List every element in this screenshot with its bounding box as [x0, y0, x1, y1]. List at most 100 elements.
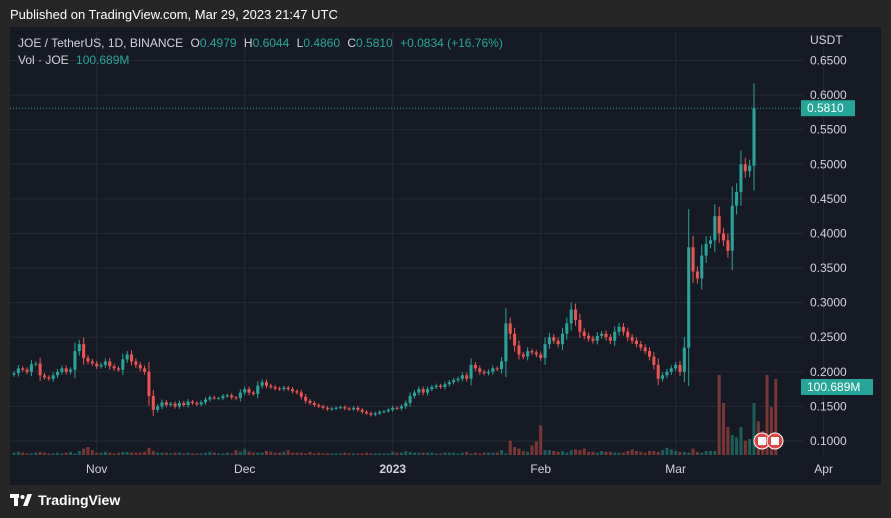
- candle-body: [569, 309, 573, 324]
- volume-bar: [356, 453, 360, 455]
- volume-bar: [456, 453, 460, 455]
- candle-body: [47, 377, 51, 379]
- volume-bar: [600, 451, 604, 455]
- candle-body: [547, 337, 551, 345]
- candle-body: [304, 396, 308, 401]
- volume-bar: [234, 450, 238, 455]
- candle-body: [530, 351, 534, 353]
- candle-body: [169, 403, 173, 406]
- chart-frame[interactable]: USDT 0.6500 0.6000 0.5500 0.5000 0.4500 0.4000…: [10, 27, 881, 485]
- volume-bar: [212, 452, 216, 455]
- candle-body: [12, 373, 16, 375]
- volume-bar: [47, 453, 51, 455]
- overlay: 0.5810 100.689M: [10, 100, 873, 450]
- volume-bar: [156, 452, 160, 455]
- volume-bar: [25, 453, 29, 455]
- volume-bar: [739, 427, 743, 455]
- candle-body: [95, 363, 99, 367]
- volume-bar: [578, 450, 582, 455]
- volume-bar: [378, 453, 382, 455]
- candle-body: [752, 108, 756, 166]
- volume-bar: [587, 451, 591, 455]
- volume-bar: [147, 447, 151, 455]
- volume-bar: [386, 453, 390, 455]
- candle-body: [447, 382, 451, 385]
- volume-bar: [95, 452, 99, 455]
- candle-body: [204, 399, 208, 403]
- candle-body: [77, 344, 81, 352]
- volume-bar: [743, 440, 747, 455]
- candle-body: [64, 368, 68, 372]
- volume-bar: [317, 452, 321, 455]
- volume-bar: [143, 451, 147, 455]
- candle-body: [73, 351, 77, 370]
- candle-body: [378, 411, 382, 414]
- candle-body: [652, 356, 656, 365]
- candle-body: [473, 364, 477, 369]
- volume-bar: [190, 453, 194, 455]
- volume-bar: [365, 452, 369, 455]
- candle-body: [595, 335, 599, 341]
- volume-bar: [108, 452, 112, 455]
- price-chart[interactable]: USDT 0.6500 0.6000 0.5500 0.5000 0.4500 0.4000…: [10, 27, 881, 485]
- volume-bar: [21, 452, 25, 455]
- volume-bar: [334, 453, 338, 455]
- volume-bar: [417, 452, 421, 455]
- candle-body: [613, 331, 617, 341]
- candle-body: [177, 402, 181, 407]
- candle-body: [526, 351, 530, 357]
- volume-bar: [674, 451, 678, 455]
- low-label: L: [296, 36, 304, 50]
- candle-body: [491, 368, 495, 372]
- change-value: +0.0834 (+16.76%): [400, 36, 503, 50]
- candle-body: [669, 368, 673, 372]
- candle-body: [278, 388, 282, 390]
- volume-bar: [195, 453, 199, 455]
- volume-bar: [225, 452, 229, 455]
- y-tick-label: 0.2500: [810, 330, 847, 344]
- volume-bar: [291, 452, 295, 455]
- candle-body: [156, 406, 160, 410]
- volume-bar: [508, 440, 512, 455]
- candle-body: [330, 408, 334, 410]
- candle-body: [312, 402, 316, 406]
- candle-body: [717, 216, 721, 234]
- candle-body: [247, 389, 251, 393]
- volume-bar: [495, 452, 499, 455]
- flag-icon: [771, 437, 779, 445]
- last-price-badge: [801, 100, 855, 117]
- candle-body: [25, 369, 29, 372]
- volume-bar: [321, 453, 325, 455]
- candle-body: [452, 380, 456, 383]
- candle-body: [560, 333, 564, 345]
- candle-body: [443, 384, 447, 388]
- volume-bar: [295, 452, 299, 455]
- candle-body: [500, 361, 504, 370]
- x-tick-label: Feb: [530, 462, 551, 476]
- y-tick-label: 0.1000: [810, 434, 847, 448]
- volume-bar: [138, 452, 142, 455]
- volume-bar: [634, 451, 638, 455]
- volume-bar: [116, 452, 120, 455]
- volume-bar: [534, 441, 538, 455]
- footer-brand[interactable]: TradingView: [10, 492, 120, 508]
- volume-bar: [678, 451, 682, 455]
- candle-body: [251, 392, 255, 394]
- volume-bar: [247, 451, 251, 455]
- volume-bar: [130, 452, 134, 455]
- candle-body: [534, 352, 538, 355]
- volume-bar: [121, 451, 125, 455]
- candle-body: [38, 363, 42, 376]
- flag-icon: [758, 437, 766, 445]
- candle-body: [517, 345, 521, 355]
- volume-bar: [304, 453, 308, 455]
- volume-bar: [90, 450, 94, 455]
- candle-body: [421, 389, 425, 393]
- volume-bar: [700, 452, 704, 455]
- candle-body: [695, 271, 699, 279]
- volume-bar: [661, 450, 665, 455]
- volume-bar: [665, 447, 669, 455]
- y-tick-label: 0.4500: [810, 192, 847, 206]
- volume-bar: [543, 450, 547, 455]
- volume-bar: [112, 453, 116, 455]
